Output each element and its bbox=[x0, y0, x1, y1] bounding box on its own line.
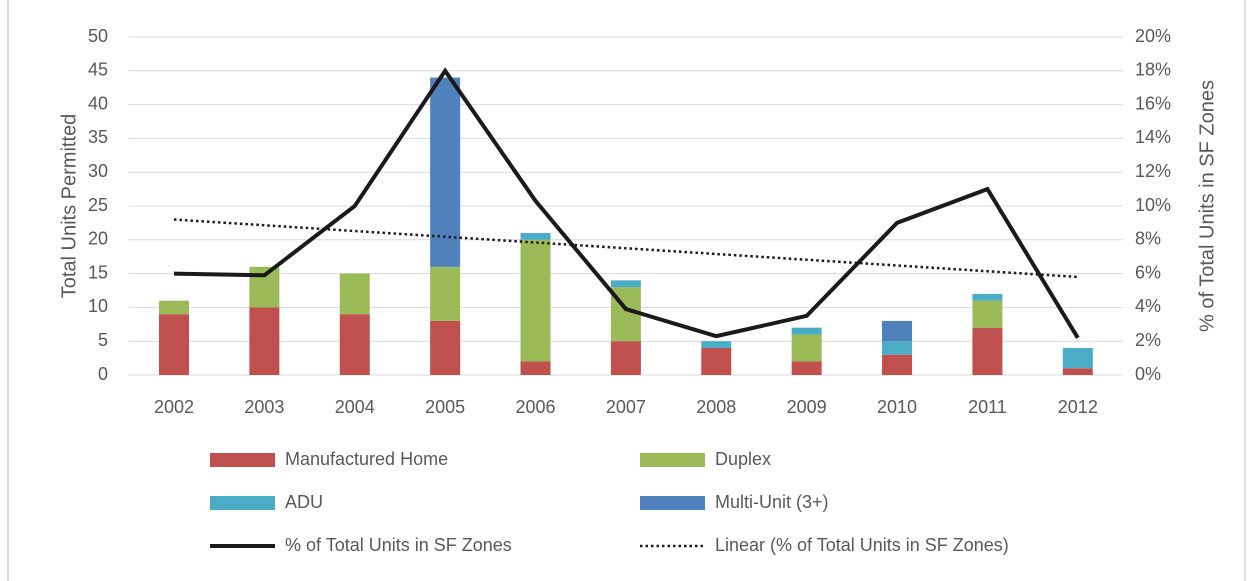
legend-swatch bbox=[210, 453, 275, 467]
legend-label: % of Total Units in SF Zones bbox=[285, 535, 512, 555]
x-tick-label: 2007 bbox=[606, 397, 646, 417]
bar-segment bbox=[158, 314, 189, 375]
x-tick-label: 2005 bbox=[425, 397, 465, 417]
legend-label: Duplex bbox=[715, 449, 771, 469]
bar-segment bbox=[972, 293, 1003, 301]
y-tick-label: 25 bbox=[88, 195, 108, 215]
x-tick-label: 2009 bbox=[787, 397, 827, 417]
y2-tick-label: 8% bbox=[1135, 229, 1161, 249]
bar-segment bbox=[249, 307, 280, 375]
bar-segment bbox=[430, 320, 461, 375]
bar-segment bbox=[882, 341, 913, 355]
bar-segment bbox=[430, 77, 461, 267]
bar-segment bbox=[1062, 368, 1093, 375]
bar-segment bbox=[701, 347, 732, 375]
y2-axis-label: % of Total Units in SF Zones bbox=[1196, 80, 1218, 332]
bar-segment bbox=[610, 280, 641, 288]
x-tick-label: 2012 bbox=[1058, 397, 1098, 417]
x-tick-label: 2010 bbox=[877, 397, 917, 417]
bar-segment bbox=[158, 300, 189, 315]
bar-segment bbox=[339, 314, 370, 375]
y2-tick-label: 14% bbox=[1135, 127, 1171, 147]
legend-swatch bbox=[210, 496, 275, 510]
y2-tick-label: 12% bbox=[1135, 161, 1171, 181]
y-tick-label: 45 bbox=[88, 60, 108, 80]
bar-segment bbox=[520, 361, 551, 375]
bar-segment bbox=[430, 266, 461, 321]
legend-label: ADU bbox=[285, 492, 323, 512]
y-tick-label: 10 bbox=[88, 296, 108, 316]
trend-line bbox=[173, 218, 1078, 279]
y-tick-label: 15 bbox=[88, 262, 108, 282]
y2-tick-label: 2% bbox=[1135, 330, 1161, 350]
legend-label: Multi-Unit (3+) bbox=[715, 492, 829, 512]
bar-segment bbox=[339, 273, 370, 315]
y2-tick-label: 16% bbox=[1135, 93, 1171, 113]
legend-swatch bbox=[640, 453, 705, 467]
y-tick-label: 20 bbox=[88, 229, 108, 249]
legend-swatch bbox=[640, 496, 705, 510]
y2-tick-label: 0% bbox=[1135, 364, 1161, 384]
bar-segment bbox=[701, 341, 732, 348]
x-tick-label: 2003 bbox=[244, 397, 284, 417]
x-tick-label: 2002 bbox=[154, 397, 194, 417]
bar-segment bbox=[1062, 347, 1093, 369]
x-tick-label: 2011 bbox=[968, 397, 1007, 417]
bar-segment bbox=[972, 300, 1003, 328]
y-tick-label: 35 bbox=[88, 127, 108, 147]
bar-segment bbox=[972, 327, 1003, 375]
bar-segment bbox=[520, 239, 551, 362]
x-tick-label: 2008 bbox=[696, 397, 736, 417]
legend-label: Manufactured Home bbox=[285, 449, 448, 469]
y-axis-label: Total Units Permitted bbox=[58, 114, 80, 299]
y2-tick-label: 20% bbox=[1135, 26, 1171, 46]
y-tick-label: 40 bbox=[88, 93, 108, 113]
y2-tick-label: 18% bbox=[1135, 60, 1171, 80]
bar-segment bbox=[791, 327, 822, 335]
y-tick-label: 0 bbox=[98, 364, 108, 384]
y2-tick-label: 6% bbox=[1135, 262, 1161, 282]
y-tick-label: 5 bbox=[98, 330, 108, 350]
x-tick-label: 2006 bbox=[515, 397, 555, 417]
bar-segment bbox=[610, 341, 641, 375]
bar-segment bbox=[882, 320, 913, 342]
legend-label: Linear (% of Total Units in SF Zones) bbox=[715, 535, 1009, 555]
x-tick-label: 2004 bbox=[335, 397, 375, 417]
bar-segment bbox=[791, 361, 822, 375]
bar-segment bbox=[882, 354, 913, 375]
y2-tick-label: 10% bbox=[1135, 195, 1171, 215]
y-tick-label: 50 bbox=[88, 26, 108, 46]
chart-border bbox=[7, 0, 1246, 581]
bar-segment bbox=[520, 233, 551, 240]
y-tick-label: 30 bbox=[88, 161, 108, 181]
bar-segment bbox=[791, 334, 822, 362]
y2-tick-label: 4% bbox=[1135, 296, 1161, 316]
